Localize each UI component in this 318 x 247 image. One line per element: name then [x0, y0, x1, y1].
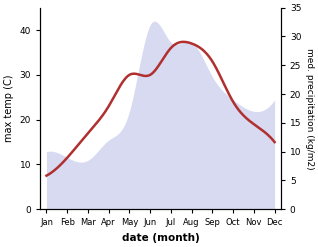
- X-axis label: date (month): date (month): [122, 233, 199, 243]
- Y-axis label: med. precipitation (kg/m2): med. precipitation (kg/m2): [305, 48, 314, 169]
- Y-axis label: max temp (C): max temp (C): [4, 75, 14, 142]
